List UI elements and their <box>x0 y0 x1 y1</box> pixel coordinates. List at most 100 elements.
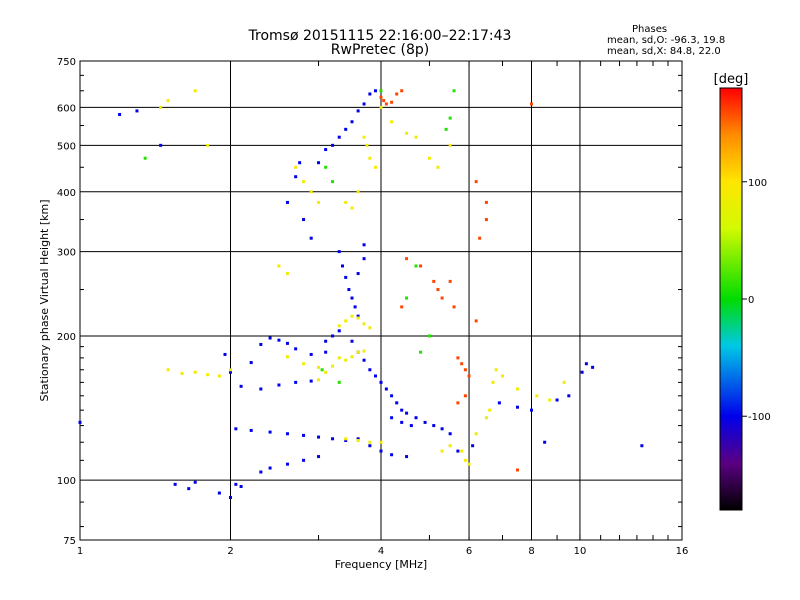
data-point-series-2 <box>317 365 321 369</box>
data-point-series-1 <box>337 329 341 333</box>
data-point-series-1 <box>229 495 232 499</box>
data-point-series-2 <box>368 440 372 444</box>
data-point-series-3 <box>379 95 383 99</box>
data-point-series-1 <box>249 428 253 432</box>
data-point-series-2 <box>285 355 289 359</box>
data-point-series-2 <box>365 143 369 147</box>
x-tick-label: 1 <box>77 546 83 557</box>
data-point-series-3 <box>440 296 444 300</box>
data-point-series-3 <box>484 218 488 222</box>
data-point-series-1 <box>317 435 321 439</box>
colorbar-tick-label: 0 <box>748 295 754 306</box>
phase-stats-x: mean, sd,X: 84.8, 22.0 <box>607 46 721 57</box>
data-point-series-2 <box>350 355 354 359</box>
y-tick-label: 100 <box>57 476 76 487</box>
data-point-series-1 <box>285 341 289 345</box>
data-point-series-2 <box>193 89 197 93</box>
data-point-series-3 <box>530 102 533 106</box>
data-point-series-1 <box>193 480 197 484</box>
data-point-series-1 <box>302 433 306 437</box>
data-point-series-1 <box>118 112 122 116</box>
data-point-series-1 <box>285 200 289 204</box>
data-point-series-2 <box>285 272 289 276</box>
data-point-series-2 <box>344 319 348 323</box>
data-point-series-1 <box>350 339 354 343</box>
data-point-series-1 <box>277 338 281 342</box>
data-point-series-2 <box>448 143 452 147</box>
data-point-series-2 <box>374 165 378 169</box>
data-point-series-4 <box>379 89 383 93</box>
data-point-series-1 <box>353 305 357 309</box>
data-point-series-1 <box>317 455 321 459</box>
data-point-series-1 <box>543 440 547 444</box>
data-point-series-1 <box>409 424 413 428</box>
data-point-series-2 <box>294 165 298 169</box>
data-point-series-2 <box>356 316 360 320</box>
data-point-series-2 <box>302 180 306 184</box>
data-point-series-1 <box>159 143 163 147</box>
x-tick-label: 6 <box>466 546 472 557</box>
data-point-series-1 <box>362 102 366 106</box>
data-point-series-2 <box>436 165 440 169</box>
data-point-series-1 <box>268 336 272 340</box>
x-tick-label: 10 <box>574 546 587 557</box>
data-point-series-3 <box>474 319 478 323</box>
data-point-series-2 <box>344 358 348 362</box>
data-point-series-4 <box>419 350 423 354</box>
data-point-series-3 <box>400 89 404 93</box>
data-point-series-1 <box>440 427 444 431</box>
data-point-series-2 <box>166 368 170 372</box>
data-point-series-1 <box>309 379 313 383</box>
chart-title: Tromsø 20151115 22:16:00–22:17:43 <box>248 28 512 44</box>
data-point-series-3 <box>419 264 423 268</box>
data-point-series-1 <box>400 420 404 424</box>
data-point-series-1 <box>187 487 191 491</box>
data-point-series-1 <box>78 420 82 424</box>
data-point-series-3 <box>390 100 394 104</box>
data-point-series-4 <box>414 264 418 268</box>
data-point-series-3 <box>452 305 456 309</box>
data-point-series-3 <box>474 180 478 184</box>
data-point-series-4 <box>143 156 147 160</box>
data-point-series-4 <box>324 165 328 169</box>
data-point-series-2 <box>448 444 452 448</box>
data-point-series-2 <box>494 368 498 372</box>
data-point-series-4 <box>427 334 431 338</box>
data-point-series-1 <box>294 175 298 179</box>
data-point-series-1 <box>239 484 243 488</box>
phase-stats-o: mean, sd,O: -96.3, 19.8 <box>607 35 726 46</box>
y-axis-label: Stationary phase Virtual Height [km] <box>38 199 51 401</box>
data-point-series-1 <box>309 236 313 240</box>
data-point-series-4 <box>331 180 335 184</box>
y-tick-label: 300 <box>57 248 76 259</box>
data-point-series-1 <box>298 161 302 165</box>
data-point-series-3 <box>436 288 440 292</box>
data-point-series-1 <box>249 361 253 365</box>
data-point-series-2 <box>362 349 366 353</box>
data-point-series-1 <box>331 334 335 338</box>
data-point-series-2 <box>501 374 505 378</box>
data-point-series-2 <box>350 314 354 318</box>
data-point-series-2 <box>193 370 197 374</box>
data-point-series-4 <box>405 296 409 300</box>
data-point-series-1 <box>356 272 360 276</box>
data-point-series-3 <box>456 356 460 360</box>
data-point-series-2 <box>467 462 471 466</box>
y-tick-label: 75 <box>63 536 76 547</box>
data-point-series-1 <box>567 394 571 398</box>
data-point-series-2 <box>206 373 210 377</box>
data-point-series-1 <box>423 420 427 424</box>
data-point-series-1 <box>302 458 306 462</box>
data-point-series-2 <box>362 135 366 139</box>
data-point-series-2 <box>368 156 372 160</box>
data-point-series-1 <box>294 380 298 384</box>
data-point-series-1 <box>337 250 341 254</box>
data-point-series-2 <box>180 371 184 375</box>
data-point-series-1 <box>277 383 281 387</box>
data-point-series-2 <box>277 264 281 268</box>
data-point-series-1 <box>344 439 348 443</box>
data-point-series-1 <box>356 109 360 113</box>
data-point-series-1 <box>285 462 289 466</box>
